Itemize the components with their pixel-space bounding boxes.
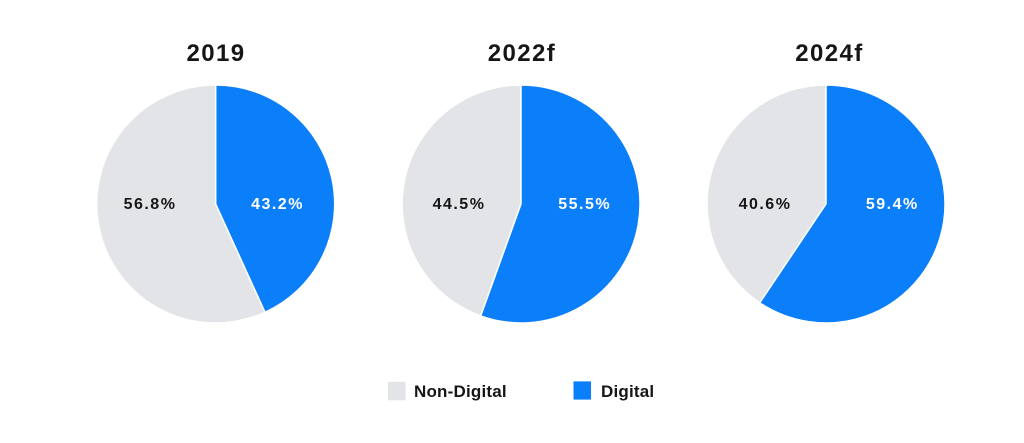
- svg-text:44.5%: 44.5%: [433, 196, 486, 213]
- svg-text:43.2%: 43.2%: [251, 196, 304, 213]
- svg-text:2019: 2019: [187, 40, 246, 67]
- svg-text:55.5%: 55.5%: [558, 196, 611, 213]
- svg-text:2024f: 2024f: [795, 40, 863, 67]
- svg-text:59.4%: 59.4%: [866, 196, 919, 213]
- svg-text:40.6%: 40.6%: [739, 196, 792, 213]
- svg-text:2022f: 2022f: [488, 40, 556, 67]
- svg-text:Non-Digital: Non-Digital: [414, 382, 507, 401]
- svg-text:56.8%: 56.8%: [124, 196, 177, 213]
- svg-text:Digital: Digital: [601, 382, 654, 401]
